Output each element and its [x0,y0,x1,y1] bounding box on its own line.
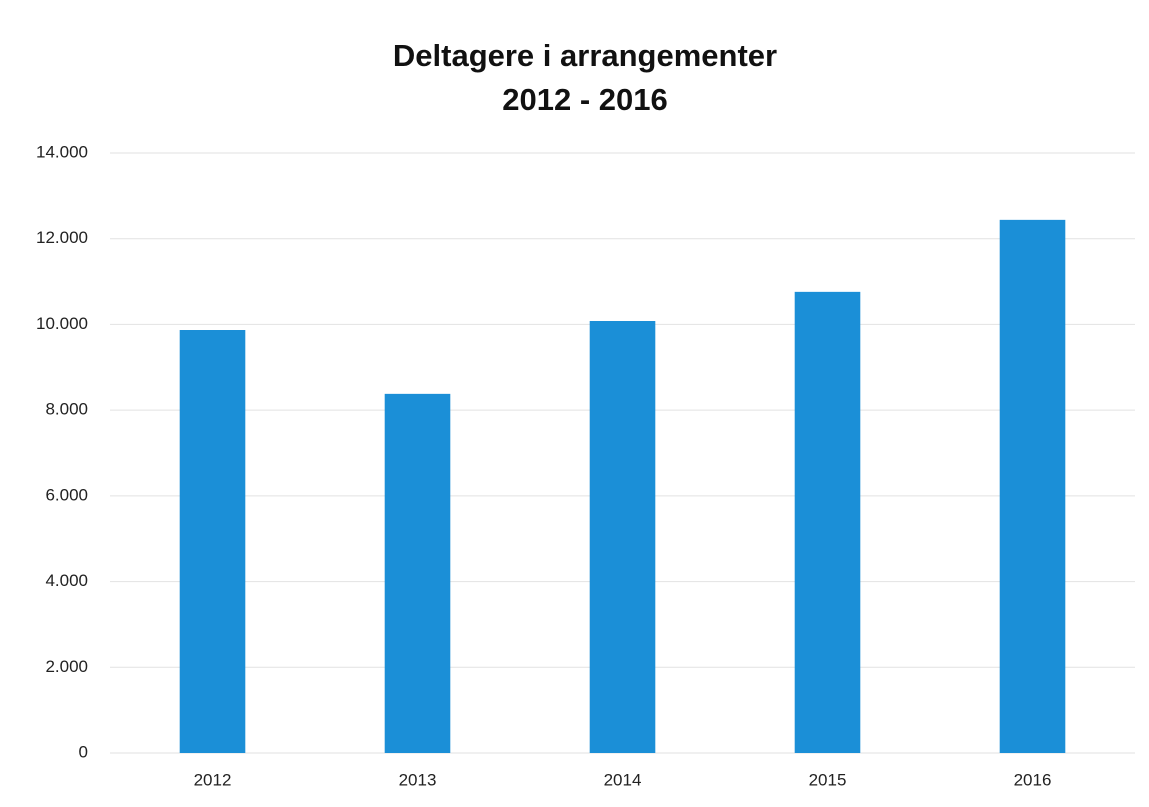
x-tick-label: 2013 [399,770,437,789]
bar [589,321,656,753]
bar [794,291,861,753]
x-tick-label: 2014 [604,770,642,789]
x-tick-label: 2012 [194,770,232,789]
y-tick-label: 2.000 [45,657,88,676]
y-tick-label: 10.000 [36,314,88,333]
x-tick-label: 2016 [1014,770,1052,789]
y-tick-label: 12.000 [36,228,88,247]
x-tick-label: 2015 [809,770,847,789]
y-tick-label: 0 [79,742,88,761]
y-tick-label: 8.000 [45,400,88,419]
bar [179,330,246,753]
chart-title: Deltagere i arrangementer [393,38,777,73]
chart-subtitle: 2012 - 2016 [502,82,667,117]
y-tick-label: 14.000 [36,142,88,161]
y-tick-label: 4.000 [45,571,88,590]
y-tick-label: 6.000 [45,485,88,504]
bar [999,219,1066,753]
bar [384,393,451,753]
